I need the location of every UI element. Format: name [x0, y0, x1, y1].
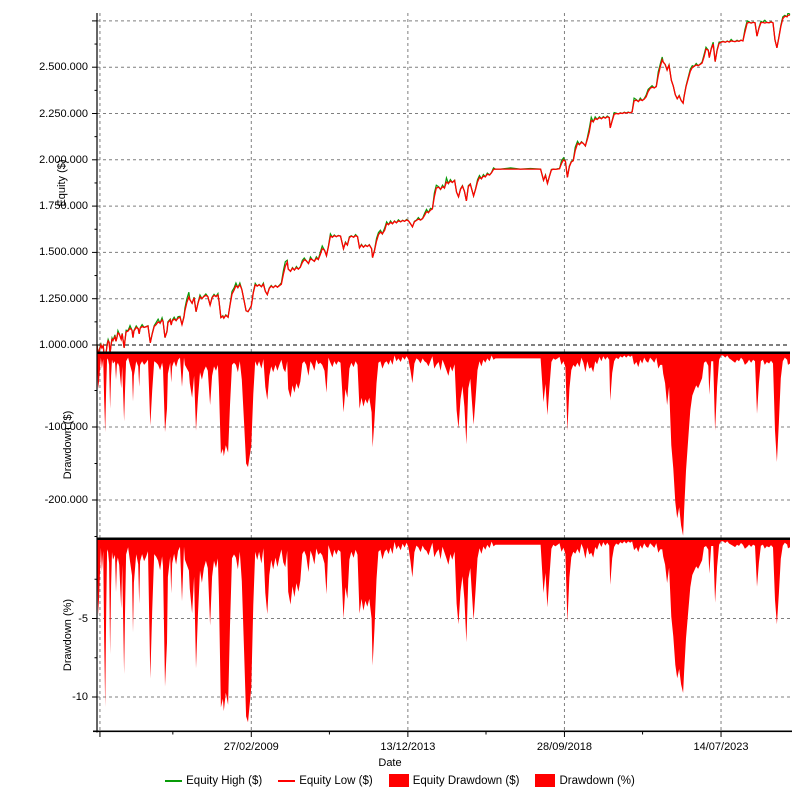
y-axis-line	[96, 13, 98, 733]
equity-tick-label: 2.500.000	[39, 61, 88, 74]
legend-item-equity-low: Equity Low ($)	[278, 775, 373, 787]
equity-high-line	[96, 13, 791, 353]
equity-tick-label: 1.000.000	[39, 339, 88, 351]
equity-axis-title: Equity ($)	[56, 159, 68, 207]
legend-label: Drawdown (%)	[559, 774, 635, 787]
drawdown-pct-zero-line	[97, 537, 790, 540]
drawdown-pct-axis-title: Drawdown (%)	[62, 598, 74, 672]
equity-tick-label: 1.500.000	[39, 246, 88, 259]
drawdown-dollar-tick-label: -100.000	[44, 421, 88, 433]
chart-legend: Equity High ($) Equity Low ($) Equity Draw…	[0, 774, 800, 787]
drawdown-pct-area	[97, 540, 790, 723]
equity-tick-label: 2.250.000	[39, 107, 88, 120]
drawdown-dollar-zero-line	[97, 351, 790, 354]
legend-line-swatch	[278, 779, 296, 782]
equity-tick-label: 1.750.000	[39, 200, 88, 213]
drawdown-pct-tick-label: -10	[72, 691, 88, 703]
date-tick-label: 28/09/2018	[536, 741, 592, 753]
equity-tick-label: 1.250.000	[39, 292, 88, 305]
legend-rect-swatch	[388, 774, 409, 787]
legend-item-equity-drawdown: Equity Drawdown ($)	[388, 774, 520, 787]
drawdown-dollar-tick-label: -200.000	[44, 494, 88, 506]
date-axis-title: Date	[378, 757, 402, 769]
x-axis-line	[93, 730, 792, 733]
legend-label: Equity High ($)	[186, 774, 263, 787]
date-tick-label: 14/07/2023	[693, 741, 749, 753]
legend-item-equity-high: Equity High ($)	[165, 775, 262, 787]
date-tick-label: 27/02/2009	[223, 741, 279, 753]
legend-label: Equity Drawdown ($)	[412, 774, 520, 787]
equity-drawdown-area	[97, 354, 790, 536]
drawdown-pct-tick-label: -5	[78, 612, 88, 625]
legend-item-drawdown-%: Drawdown (%)	[535, 774, 635, 787]
equity-tick-label: 2.000.000	[39, 153, 88, 166]
equity-low-line	[96, 14, 791, 353]
date-tick-label: 13/12/2013	[380, 741, 436, 753]
legend-rect-swatch	[535, 774, 556, 787]
legend-line-swatch	[165, 779, 183, 782]
legend-label: Equity Low ($)	[299, 774, 373, 787]
